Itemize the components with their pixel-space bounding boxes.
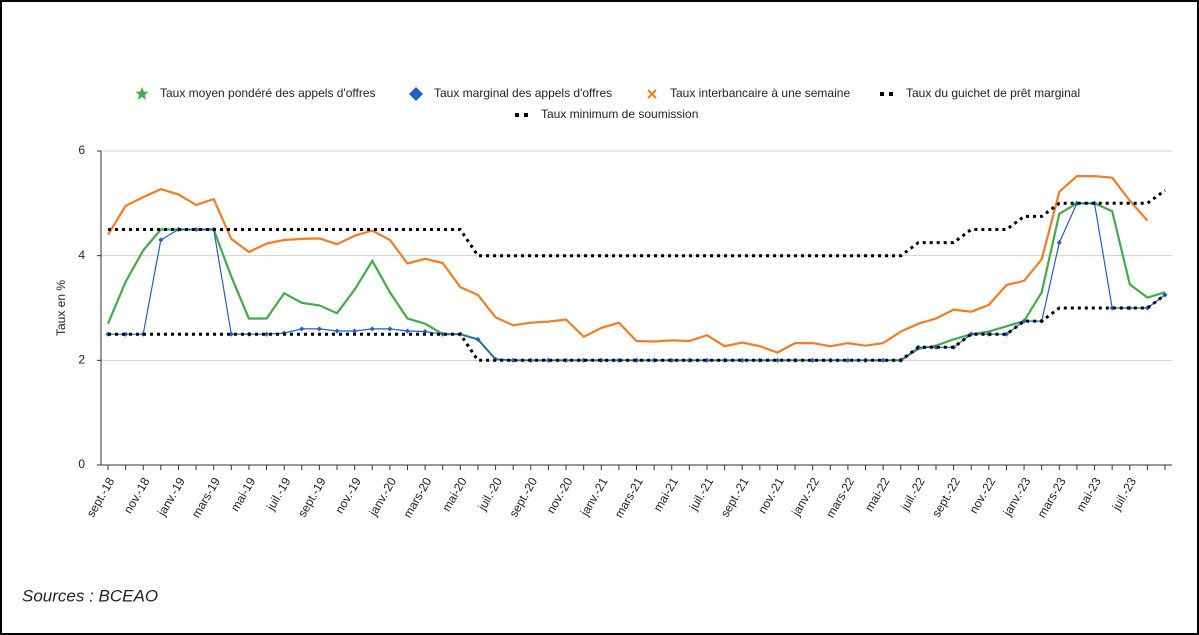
point-marker [880,357,886,363]
point-marker [1056,240,1062,246]
legend-label: Taux interbancaire à une semaine [670,86,850,100]
y-tick-label: 6 [78,143,85,157]
point-marker [475,336,481,342]
series-line [108,293,1166,362]
legend-marker [647,89,657,99]
point-marker [440,331,446,337]
legend-label: Taux minimum de soumission [541,107,698,121]
y-tick-label: 2 [78,353,85,367]
point-marker [316,326,322,332]
legend-label: Taux moyen pondéré des appels d'offres [160,86,376,100]
legend-label: Taux marginal des appels d'offres [434,86,612,100]
point-marker [404,328,411,334]
point-marker [387,326,393,332]
point-marker [845,357,851,363]
series-line [107,175,1149,354]
legend: Taux moyen pondéré des appels d'offres Ta… [135,86,1080,121]
series-line [108,189,1166,258]
point-marker [299,326,305,332]
point-marker [334,328,340,334]
point-marker [1021,318,1027,324]
y-tick-label: 4 [78,248,85,262]
y-tick-label: 0 [78,457,85,471]
point-marker [228,331,234,337]
point-marker [352,328,358,334]
point-marker [264,331,270,337]
point-marker [810,357,816,363]
legend-marker [135,87,149,100]
point-marker [158,237,164,243]
legend-marker [409,87,423,101]
legend-label: Taux du guichet de prêt marginal [906,86,1080,100]
y-axis-label: Taux en % [54,280,68,336]
point-marker [369,326,375,332]
source: Sources : BCEAO [22,586,158,605]
